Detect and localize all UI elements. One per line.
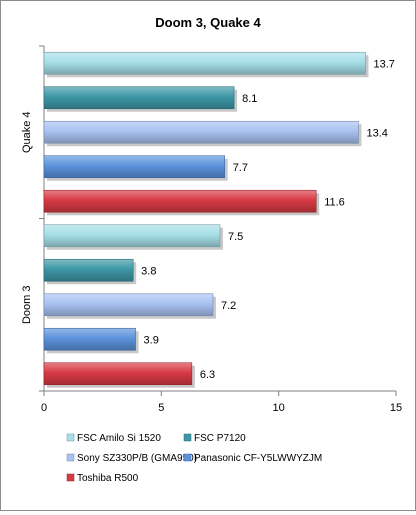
legend-label: FSC Amilo Si 1520 <box>77 433 161 444</box>
legend-label: FSC P7120 <box>194 433 246 444</box>
bar-panasonic-cf-y5lwwyzjm-doom-3 <box>43 327 136 351</box>
data-label: 11.6 <box>324 196 345 208</box>
legend-swatch <box>183 433 192 442</box>
legend-swatch <box>66 453 75 462</box>
legend-swatch <box>66 473 75 482</box>
x-tick-label: 5 <box>158 402 164 414</box>
bar-toshiba-r500-doom-3 <box>43 362 193 386</box>
legend-label: Sony SZ330P/B (GMA950) <box>77 453 197 464</box>
data-label: 6.3 <box>200 369 215 381</box>
bar-fsc-amilo-si-1520-quake-4 <box>43 51 366 75</box>
bar-panasonic-cf-y5lwwyzjm-quake-4 <box>43 155 225 179</box>
legend-label: Toshiba R500 <box>77 473 139 484</box>
bar-sony-sz330p-b-gma950--quake-4 <box>43 120 359 144</box>
data-label: 8.1 <box>242 93 257 105</box>
data-label: 3.9 <box>144 334 159 346</box>
bar-fsc-amilo-si-1520-doom-3 <box>43 224 221 248</box>
bar-toshiba-r500-quake-4 <box>43 189 317 213</box>
bar-fsc-p7120-doom-3 <box>43 258 134 282</box>
x-tick-label: 0 <box>41 402 47 414</box>
data-label: 7.7 <box>233 162 248 174</box>
bar-sony-sz330p-b-gma950--doom-3 <box>43 293 214 317</box>
data-label: 7.5 <box>228 231 243 243</box>
data-label: 3.8 <box>141 265 156 277</box>
legend-swatch <box>66 433 75 442</box>
data-label: 13.4 <box>366 127 387 139</box>
bar-fsc-p7120-quake-4 <box>43 86 235 110</box>
legend-swatch <box>183 453 192 462</box>
x-tick-label: 15 <box>390 402 402 414</box>
x-tick-label: 10 <box>273 402 285 414</box>
category-label: Doom 3 <box>21 285 33 324</box>
legend-label: Panasonic CF-Y5LWWYZJM <box>194 453 322 464</box>
category-label: Quake 4 <box>21 111 33 153</box>
data-label: 13.7 <box>373 58 394 70</box>
chart-title: Doom 3, Quake 4 <box>155 15 261 30</box>
data-label: 7.2 <box>221 300 236 312</box>
